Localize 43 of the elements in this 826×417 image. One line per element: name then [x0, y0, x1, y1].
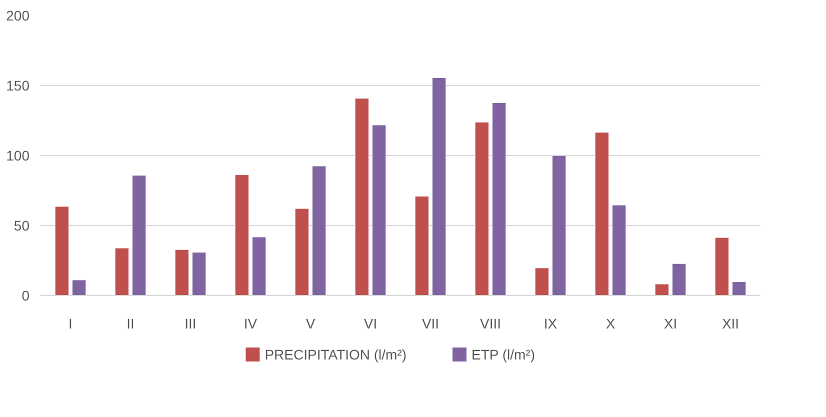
x-tick-label: XII [722, 316, 740, 332]
x-tick-label: VII [422, 316, 440, 332]
bar [492, 102, 506, 296]
bar [432, 77, 446, 296]
bar [234, 174, 250, 296]
bar [192, 252, 206, 296]
bar [72, 280, 86, 296]
x-tick-label: V [306, 316, 316, 332]
bar [474, 122, 490, 296]
bar [372, 124, 386, 296]
y-tick-label: 150 [6, 78, 30, 94]
legend-label: PRECIPITATION (l/m²) [264, 346, 407, 362]
x-tick-label: III [184, 316, 196, 332]
y-tick-label: 100 [6, 148, 30, 164]
bar [534, 268, 550, 296]
bar [354, 98, 370, 296]
legend-label: ETP (l/m²) [471, 346, 535, 362]
bar [312, 166, 326, 296]
bar [132, 175, 146, 296]
bar [732, 282, 746, 296]
bar [252, 236, 266, 296]
bar [54, 206, 70, 296]
bar [594, 132, 610, 296]
bar [552, 155, 566, 296]
x-tick-label: IV [244, 316, 258, 332]
bar [714, 237, 730, 296]
bar [414, 196, 430, 296]
bar [672, 263, 686, 296]
x-tick-label: IX [544, 316, 558, 332]
x-tick-label: I [68, 316, 72, 332]
x-tick-label: II [126, 316, 134, 332]
x-tick-label: XI [664, 316, 678, 332]
bar [612, 204, 626, 296]
x-tick-label: VI [364, 316, 378, 332]
x-tick-label: X [606, 316, 616, 332]
y-tick-label: 50 [14, 218, 30, 234]
bar [654, 284, 670, 296]
y-tick-label: 0 [22, 288, 30, 304]
bar [174, 249, 190, 296]
x-tick-label: VIII [480, 316, 502, 332]
bar [114, 248, 130, 296]
bar [294, 208, 310, 296]
y-tick-label: 200 [6, 8, 30, 24]
